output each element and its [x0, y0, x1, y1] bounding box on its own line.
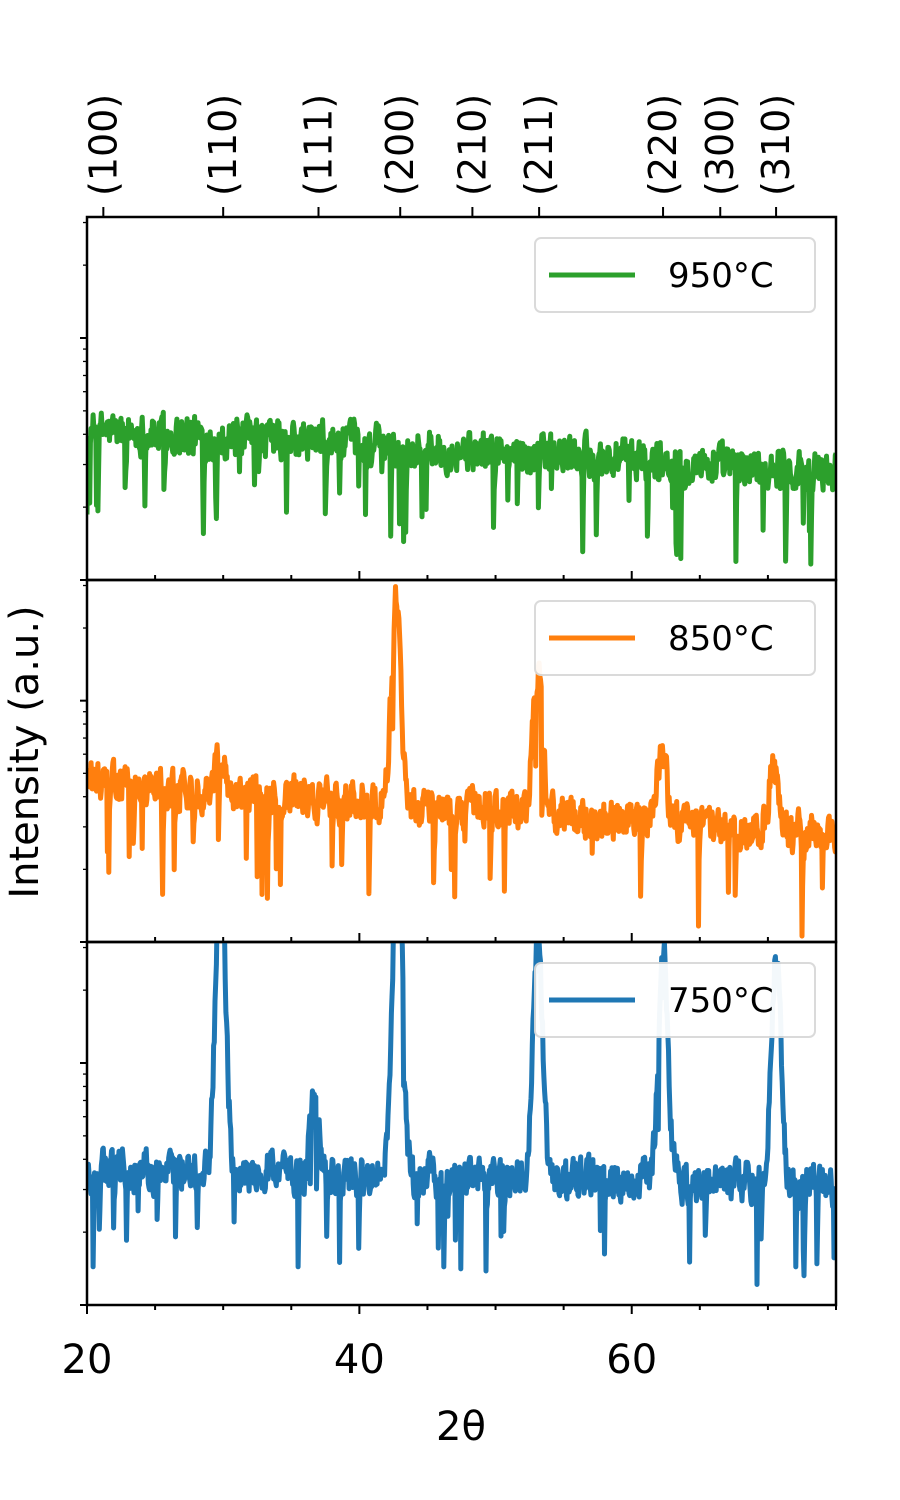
top-hkl-label: (200) — [378, 94, 422, 196]
legend-950°C: 950°C — [534, 237, 816, 313]
top-hkl-label: (300) — [698, 94, 742, 196]
legend-label: 850°C — [668, 619, 774, 659]
x-tick-label: 40 — [334, 1337, 385, 1383]
panels: 950°C 850°C 750°C — [80, 215, 838, 1314]
series-line-750°C — [87, 942, 836, 1287]
top-hkl-label: (110) — [201, 94, 245, 196]
series-line-950°C — [87, 409, 836, 567]
legend-label: 750°C — [668, 981, 774, 1021]
top-hkl-label: (211) — [517, 94, 561, 196]
panel-750°C: 750°C — [80, 940, 838, 1314]
bottom-x-axis: 20 40 60 — [62, 1337, 658, 1383]
legend-box — [534, 962, 816, 1038]
legend-box — [534, 237, 816, 313]
top-axis-hkl-labels: (100) (110) (111) (200) (210) (211) (220) (300)… — [81, 94, 798, 217]
x-axis-title: 2θ — [436, 1404, 486, 1450]
top-hkl-label: (310) — [754, 94, 798, 196]
legend-box — [534, 600, 816, 676]
x-tick-label: 60 — [606, 1337, 657, 1383]
panel-850°C: 850°C — [80, 578, 838, 944]
series-line-850°C — [87, 584, 836, 939]
legend-850°C: 850°C — [534, 600, 816, 676]
panel-frame — [85, 940, 838, 1307]
legend-label: 950°C — [668, 256, 774, 296]
x-tick-label: 20 — [62, 1337, 113, 1383]
top-hkl-label: (210) — [450, 94, 494, 196]
y-axis-title: Intensity (a.u.) — [2, 605, 48, 898]
top-hkl-label: (100) — [81, 94, 125, 196]
legend-750°C: 750°C — [534, 962, 816, 1038]
top-hkl-label: (220) — [641, 94, 685, 196]
top-hkl-label: (111) — [297, 94, 341, 196]
panel-950°C: 950°C — [80, 215, 838, 582]
